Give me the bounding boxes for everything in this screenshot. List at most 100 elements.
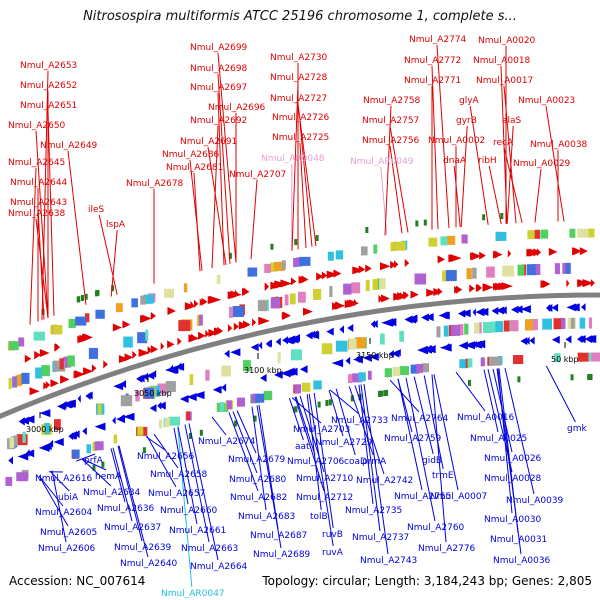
gene-label-plus[interactable]: Nmul_A2696 (208, 103, 266, 113)
gene-label-minus[interactable]: Nmul_A2661 (169, 526, 226, 536)
gene-label-minus[interactable]: Nmul_A2606 (38, 544, 96, 554)
gene-label-minus[interactable]: Nmul_A2660 (160, 506, 218, 516)
gene-label-minus[interactable]: Nmul_A2680 (229, 475, 287, 485)
gene-label-minus[interactable]: Nmul_A2604 (35, 508, 93, 518)
gene-label-plus[interactable]: Nmul_A2653 (20, 61, 77, 71)
gene-label-minus[interactable]: hemA (95, 472, 122, 482)
gene-label-plus[interactable]: Nmul_A0038 (530, 140, 588, 150)
gene-label-plus[interactable]: Nmul_A2697 (190, 83, 247, 93)
gene-label-plus[interactable]: lspA (106, 220, 126, 230)
gene-label-plus[interactable]: Nmul_A2645 (8, 158, 65, 168)
gene-label-minus[interactable]: gmk (567, 424, 587, 434)
gene-label-plus[interactable]: Nmul_A2649 (40, 141, 98, 151)
gene-label-minus[interactable]: aat (295, 442, 310, 452)
gene-label-minus[interactable]: Nmul_A2689 (253, 550, 311, 560)
gene-label-minus[interactable]: Nmul_A2639 (114, 543, 172, 553)
gene-label-plus[interactable]: Nmul_A2757 (362, 116, 419, 126)
gene-label-plus[interactable]: Nmul_A2678 (126, 179, 184, 189)
gene-label-minus[interactable]: Nmul_A2634 (83, 488, 141, 498)
gene-label-minus[interactable]: Nmul_A2664 (190, 562, 248, 572)
gene-label-plus[interactable]: Nmul_A2644 (10, 178, 68, 188)
gene-label-plus[interactable]: Nmul_A0018 (473, 56, 531, 66)
gene-label-plus[interactable]: Nmul_A2699 (190, 43, 248, 53)
gene-label-minus[interactable]: Nmul_A0025 (470, 434, 527, 444)
gene-label-plus[interactable]: glyA (459, 96, 480, 106)
gene-label-plus[interactable]: Nmul_AR0049 (350, 157, 414, 167)
gene-label-minus[interactable]: tolB (310, 512, 328, 522)
gene-label-minus[interactable]: Nmul_A0036 (493, 556, 551, 566)
gene-label-plus[interactable]: Nmul_A2730 (270, 53, 328, 63)
gene-label-minus[interactable]: Nmul_A0031 (490, 535, 547, 545)
gene-label-minus[interactable]: Nmul_A0016 (457, 413, 515, 423)
gene-label-plus[interactable]: Nmul_AR0048 (261, 154, 325, 164)
gene-label-minus[interactable]: Nmul_A2735 (345, 506, 402, 516)
gene-label-minus[interactable]: Nmul_A2712 (296, 493, 353, 503)
gene-label-plus[interactable]: Nmul_A2771 (404, 76, 461, 86)
gene-label-minus[interactable]: Nmul_A2755 (394, 492, 451, 502)
gene-label-plus[interactable]: Nmul_A2726 (272, 113, 330, 123)
gene-label-minus[interactable]: Nmul_A2710 (296, 474, 354, 484)
gene-label-plus[interactable]: Nmul_A2638 (8, 209, 66, 219)
gene-label-minus[interactable]: Nmul_A2687 (250, 531, 307, 541)
gene-label-minus[interactable]: Nmul_A2764 (391, 414, 449, 424)
gene-label-minus[interactable]: Nmul_A2656 (137, 452, 195, 462)
gene-label-minus[interactable]: Nmul_A2703 (293, 425, 350, 435)
gene-label-plus[interactable]: Nmul_A2651 (20, 101, 77, 111)
gene-label-minus[interactable]: Nmul_A0039 (506, 496, 564, 506)
gene-label-minus[interactable]: Nmul_A2742 (356, 476, 413, 486)
gene-label-minus[interactable]: Nmul_A2663 (181, 544, 238, 554)
gene-label-plus[interactable]: Nmul_A2728 (270, 73, 328, 83)
gene-label-plus[interactable]: Nmul_A2643 (10, 198, 67, 208)
gene-label-plus[interactable]: Nmul_A2707 (229, 170, 286, 180)
gene-label-minus[interactable]: Nmul_A2759 (384, 434, 442, 444)
gene-label-plus[interactable]: Nmul_A2691 (180, 137, 237, 147)
gene-label-minus[interactable]: trmE (432, 471, 454, 481)
gene-label-plus[interactable]: Nmul_A2652 (20, 81, 77, 91)
gene-label-minus[interactable]: Nmul_A0026 (484, 454, 542, 464)
gene-label-minus[interactable]: ruvB (322, 530, 343, 540)
gene-label-plus[interactable]: Nmul_A2692 (190, 116, 247, 126)
gene-label-minus[interactable]: Nmul_A2657 (148, 489, 205, 499)
gene-label-minus[interactable]: Nmul_A2776 (418, 544, 476, 554)
gene-label-plus[interactable]: Nmul_A2650 (8, 121, 66, 131)
gene-label-minus[interactable]: Nmul_A2658 (150, 470, 208, 480)
gene-label-plus[interactable]: Nmul_A0023 (518, 96, 575, 106)
gene-label-minus[interactable]: Nmul_A2679 (228, 455, 286, 465)
gene-label-minus[interactable]: Nmul_A2636 (97, 504, 155, 514)
gene-label-plus[interactable]: Nmul_A0029 (513, 159, 571, 169)
gene-label-plus[interactable]: Nmul_A2698 (190, 64, 248, 74)
gene-label-plus[interactable]: Nmul_A2774 (409, 35, 467, 45)
gene-label-minus[interactable]: Nmul_A2640 (120, 559, 178, 569)
gene-label-minus[interactable]: Nmul_A2605 (40, 528, 97, 538)
gene-label-plus[interactable]: ribH (478, 156, 497, 166)
gene-label-plus[interactable]: gyrB (456, 116, 477, 126)
gene-label-plus[interactable]: Nmul_A0002 (428, 136, 485, 146)
gene-label-minus[interactable]: prmA (362, 457, 387, 467)
gene-label-plus[interactable]: dnaA (443, 156, 467, 166)
gene-label-minus[interactable]: Nmul_A2737 (352, 533, 409, 543)
gene-label-minus[interactable]: Nmul_A0007 (430, 492, 487, 502)
gene-label-plus[interactable]: Nmul_A2772 (404, 56, 461, 66)
gene-label-minus[interactable]: Nmul_A2706 (287, 457, 345, 467)
gene-label-plus[interactable]: Nmul_A2686 (162, 150, 220, 160)
gene-label-minus[interactable]: coaD (344, 457, 367, 467)
gene-label-minus[interactable]: Nmul_AR0047 (161, 589, 225, 599)
gene-label-minus[interactable]: ubiA (58, 493, 79, 503)
gene-label-minus[interactable]: Nmul_A2682 (230, 493, 287, 503)
gene-label-plus[interactable]: Nmul_A2681 (166, 163, 223, 173)
gene-label-minus[interactable]: Nmul_A2637 (104, 523, 161, 533)
gene-label-minus[interactable]: ruvA (322, 548, 344, 558)
gene-label-minus[interactable]: Nmul_A2733 (331, 416, 388, 426)
gene-label-minus[interactable]: Nmul_A2616 (35, 474, 93, 484)
gene-label-minus[interactable]: Nmul_A2729 (315, 438, 373, 448)
gene-label-minus[interactable]: Nmul_A2760 (407, 523, 465, 533)
gene-label-minus[interactable]: Nmul_A2674 (198, 437, 256, 447)
gene-label-minus[interactable]: Nmul_A0028 (484, 474, 542, 484)
gene-label-plus[interactable]: Nmul_A2725 (272, 133, 329, 143)
gene-label-plus[interactable]: recA (493, 138, 514, 148)
gene-label-minus[interactable]: Nmul_A2683 (238, 512, 295, 522)
gene-label-minus[interactable]: Nmul_A0030 (484, 515, 542, 525)
gene-label-minus[interactable]: gidB (422, 456, 442, 466)
gene-label-plus[interactable]: Nmul_A2727 (270, 94, 327, 104)
gene-label-plus[interactable]: Nmul_A2758 (363, 96, 421, 106)
